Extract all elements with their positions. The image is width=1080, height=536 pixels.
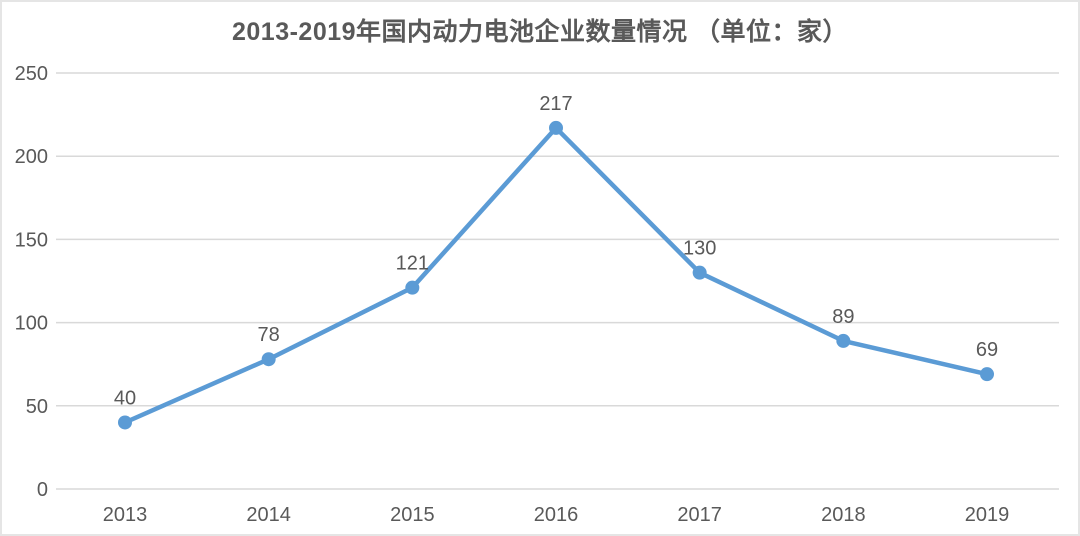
y-tick-label: 0 bbox=[37, 479, 48, 501]
series-line bbox=[122, 125, 990, 425]
x-tick-label: 2017 bbox=[677, 504, 722, 526]
y-tick-label: 50 bbox=[26, 396, 48, 418]
data-point-label: 89 bbox=[832, 306, 854, 328]
data-point-marker bbox=[692, 265, 707, 280]
data-point-label: 40 bbox=[114, 387, 136, 409]
data-point-label: 130 bbox=[683, 238, 716, 260]
x-tick-label: 2016 bbox=[534, 504, 579, 526]
data-point-label: 69 bbox=[976, 339, 998, 361]
data-point-label: 121 bbox=[396, 253, 429, 275]
y-tick-label: 100 bbox=[15, 313, 48, 335]
data-point-marker bbox=[549, 120, 563, 135]
y-tick-label: 250 bbox=[15, 63, 48, 85]
x-tick-label: 2013 bbox=[103, 504, 148, 526]
data-point-marker bbox=[980, 367, 994, 382]
chart-title: 2013-2019年国内动力电池企业数量情况 （单位：家） bbox=[231, 18, 848, 46]
x-tick-label: 2014 bbox=[246, 504, 291, 526]
x-tick-label: 2019 bbox=[965, 504, 1010, 526]
data-point-marker bbox=[118, 415, 132, 430]
data-point-label: 217 bbox=[539, 93, 572, 115]
x-tick-label: 2015 bbox=[390, 504, 435, 526]
data-point-label: 78 bbox=[258, 324, 280, 346]
data-point-marker bbox=[261, 352, 276, 367]
x-tick-label: 2018 bbox=[821, 504, 866, 526]
y-tick-label: 150 bbox=[15, 229, 48, 251]
data-point-marker bbox=[405, 280, 420, 295]
y-tick-label: 200 bbox=[15, 146, 48, 168]
data-point-marker bbox=[836, 333, 851, 348]
